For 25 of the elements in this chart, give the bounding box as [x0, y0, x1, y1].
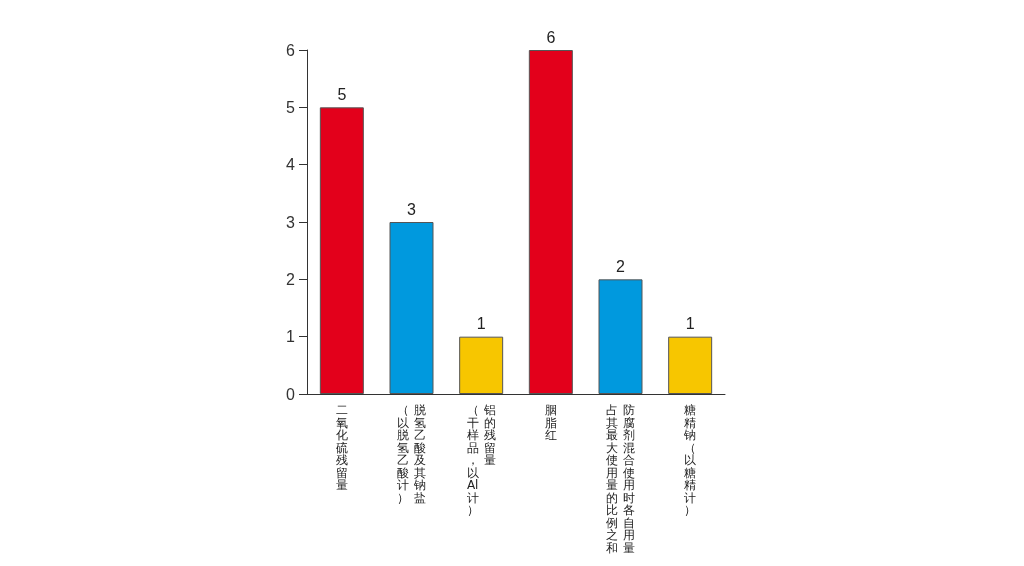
- category-label: 脱氢乙酸及其钠盐（以脱氢乙酸计）: [397, 403, 426, 505]
- y-tick-label: 1: [286, 328, 296, 346]
- y-tick-label: 0: [286, 385, 296, 403]
- x-tick-label: 二氧化硫残留量: [334, 403, 349, 492]
- x-tick-label: 胭脂红: [543, 403, 558, 442]
- data-label: 2: [616, 257, 626, 275]
- data-label: 5: [337, 85, 347, 103]
- data-label: 6: [546, 28, 556, 46]
- data-label: 3: [407, 200, 417, 218]
- data-label: 1: [476, 315, 486, 333]
- y-tick-label: 6: [286, 41, 296, 59]
- y-tick-label: 2: [286, 270, 296, 288]
- bar: [319, 107, 364, 394]
- y-tick-label: 3: [286, 213, 296, 231]
- category-label: 防腐剂混合使用时各自用量占其最大使用量的比例之和: [606, 403, 635, 555]
- bar: [389, 222, 434, 394]
- bar: [459, 336, 504, 394]
- y-tick-label: 4: [286, 156, 296, 174]
- category-label: 糖精钠（以糖精计）: [684, 403, 697, 517]
- bar: [668, 336, 713, 394]
- bar: [598, 279, 643, 394]
- bar: [528, 50, 573, 394]
- y-tick-label: 5: [286, 98, 296, 116]
- data-label: 1: [685, 315, 695, 333]
- category-label: 铝的残留量（干样品，以Al计）: [466, 403, 496, 517]
